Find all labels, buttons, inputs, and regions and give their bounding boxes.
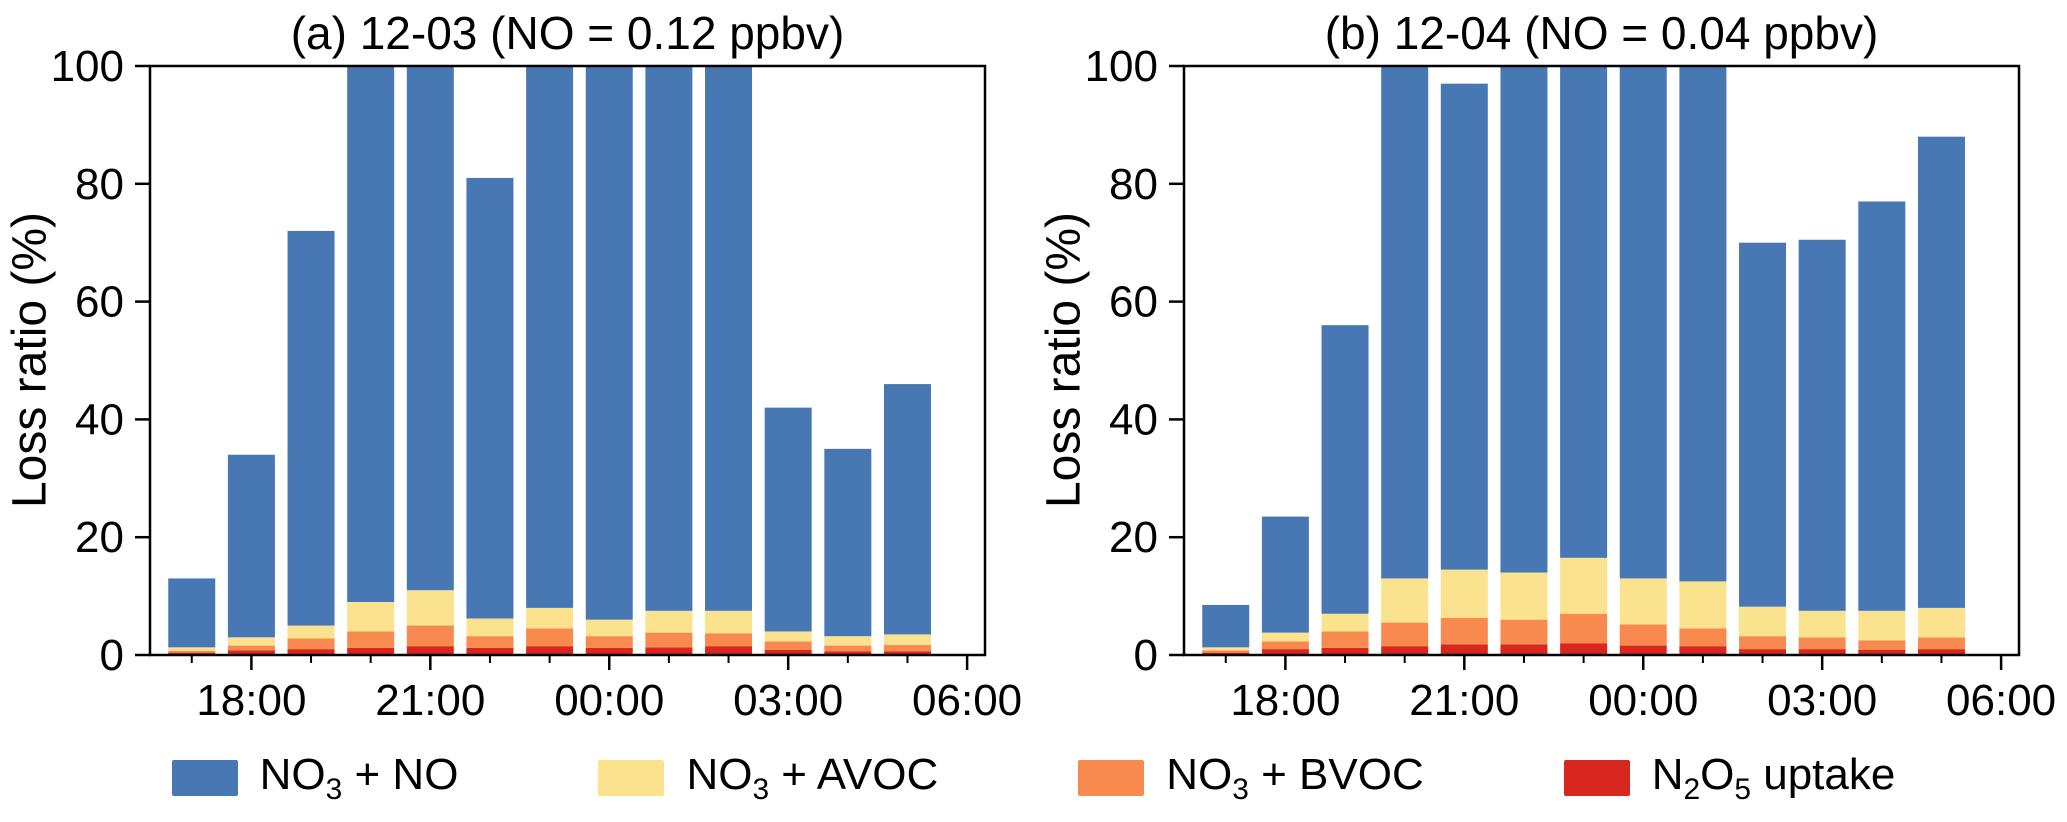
legend-swatch-n2o5-uptake: [1563, 759, 1630, 796]
svg-text:03:00: 03:00: [1767, 676, 1877, 725]
svg-text:20: 20: [1109, 513, 1158, 562]
svg-text:60: 60: [1109, 278, 1158, 327]
svg-text:21:00: 21:00: [1409, 676, 1519, 725]
panel-b-chart: 18:00 21:00 00:00 03:00 06:00 0 20 40 60 80 100: [1085, 42, 2057, 725]
svg-text:40: 40: [1109, 395, 1158, 444]
legend-swatch-no3-avoc: [598, 759, 665, 796]
svg-text:100: 100: [1085, 42, 1158, 91]
legend-label-no3-bvoc: NO3 + BVOC: [1166, 749, 1424, 806]
svg-text:0: 0: [1134, 631, 1158, 680]
legend-label-n2o5-uptake: N2O5 uptake: [1651, 749, 1896, 806]
svg-text:100: 100: [51, 42, 124, 91]
panel-b: (b) 12-04 (NO = 0.04 ppbv) Loss ratio (%…: [1034, 0, 2067, 735]
svg-text:40: 40: [75, 395, 124, 444]
legend-label-no3-avoc: NO3 + AVOC: [686, 749, 939, 806]
panel-a: (a) 12-03 (NO = 0.12 ppbv) Loss ratio (%…: [0, 0, 1033, 735]
svg-text:80: 80: [1109, 160, 1158, 209]
panel-a-chart: 18:00 21:00 00:00 03:00 06:00 0 20 40 60 80 100: [51, 42, 1023, 725]
legend-item-no3-bvoc: NO3 + BVOC: [1078, 749, 1424, 807]
legend-swatch-no3-bvoc: [1078, 759, 1145, 796]
svg-text:18:00: 18:00: [196, 676, 306, 725]
svg-text:00:00: 00:00: [1588, 676, 1698, 725]
svg-text:60: 60: [75, 278, 124, 327]
svg-text:20: 20: [75, 513, 124, 562]
legend: NO3 + NO NO3 + AVOC NO3 + BVOC N2O5 upta…: [0, 737, 2067, 819]
legend-label-no3-no: NO3 + NO: [259, 749, 459, 806]
svg-text:06:00: 06:00: [1946, 676, 2056, 725]
legend-swatch-no3-no: [171, 759, 238, 796]
legend-item-no3-avoc: NO3 + AVOC: [598, 750, 938, 807]
svg-text:21:00: 21:00: [375, 676, 485, 725]
svg-text:0: 0: [100, 631, 124, 680]
legend-item-no3-no: NO3 + NO: [171, 749, 459, 807]
svg-text:06:00: 06:00: [912, 676, 1022, 725]
svg-text:03:00: 03:00: [733, 676, 843, 725]
svg-text:00:00: 00:00: [554, 676, 664, 725]
legend-item-n2o5-uptake: N2O5 uptake: [1563, 749, 1896, 807]
panel-b-title: (b) 12-04 (NO = 0.04 ppbv): [1324, 7, 1879, 59]
panel-a-title: (a) 12-03 (NO = 0.12 ppbv): [290, 7, 845, 59]
svg-text:18:00: 18:00: [1230, 676, 1340, 725]
svg-text:80: 80: [75, 160, 124, 209]
